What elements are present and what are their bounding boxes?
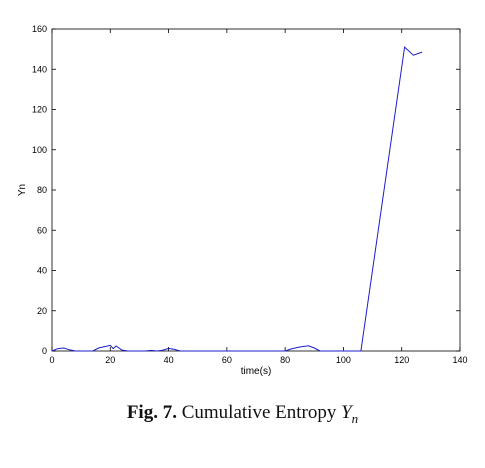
x-tick-label: 120 <box>394 355 409 365</box>
x-tick-label: 20 <box>105 355 115 365</box>
x-tick-label: 40 <box>164 355 174 365</box>
y-tick-label: 120 <box>32 105 47 115</box>
y-tick-label: 80 <box>37 185 47 195</box>
x-tick-label: 140 <box>452 355 467 365</box>
y-tick-label: 20 <box>37 306 47 316</box>
figure-number: Fig. 7. <box>126 402 177 423</box>
figure-caption-text: Cumulative Entropy <box>181 402 337 423</box>
y-tick-label: 160 <box>32 24 47 34</box>
series-line <box>51 46 423 352</box>
plot-area <box>51 28 461 352</box>
caption-symbol: Y <box>341 402 352 423</box>
x-axis-label: time(s) <box>241 366 272 377</box>
x-tick-label: 60 <box>222 355 232 365</box>
y-axis-label: Yn <box>17 184 28 196</box>
figure-caption: Fig. 7. Cumulative Entropy Yn <box>0 402 485 427</box>
y-tick-label: 100 <box>32 145 47 155</box>
chart: 0 20 40 60 80 100 120 140020406080100120140160 … <box>17 24 468 377</box>
y-tick-label: 60 <box>37 225 47 235</box>
y-tick-label: 140 <box>32 64 47 74</box>
caption-subscript: n <box>351 410 359 426</box>
y-tick-label: 40 <box>37 266 47 276</box>
y-tick-label: 0 <box>42 346 47 356</box>
x-tick-label: 100 <box>336 355 351 365</box>
x-tick-label: 0 <box>49 355 54 365</box>
x-tick-label: 80 <box>280 355 290 365</box>
